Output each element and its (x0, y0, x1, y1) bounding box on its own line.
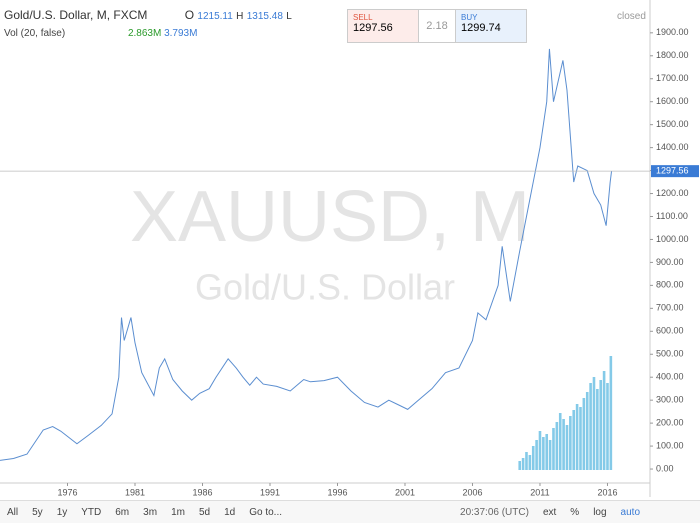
volume-bar (552, 428, 555, 470)
volume-bar (575, 404, 579, 470)
option-button[interactable]: % (570, 507, 580, 518)
range-button[interactable]: 6m (115, 507, 130, 518)
range-button[interactable]: 1d (224, 507, 236, 518)
spread: 2.18 (418, 9, 456, 43)
x-tick-label: 2006 (462, 487, 482, 497)
buy-label: BUY (461, 13, 478, 22)
volume-bar (518, 461, 522, 470)
y-tick-label: 900.00 (656, 257, 684, 267)
volume-bar (565, 425, 569, 470)
last-price-label: 1297.56 (656, 166, 689, 176)
x-tick-label: 2001 (395, 487, 415, 497)
symbol-row: Gold/U.S. Dollar, M, FXCM O 1215.11 H 13… (4, 8, 292, 22)
volume-bar (562, 419, 565, 470)
volume-bar (525, 452, 528, 470)
sell-label: SELL (353, 13, 373, 22)
y-tick-label: 600.00 (656, 326, 684, 336)
y-tick-label: 1200.00 (656, 188, 689, 198)
volume-bar (602, 371, 606, 470)
range-button[interactable]: 5y (32, 507, 43, 518)
volume-bar (531, 446, 535, 470)
volume: 2.863M (127, 28, 162, 39)
volume-ma: 3.793M (164, 28, 198, 39)
y-tick-label: 1100.00 (656, 211, 688, 221)
range-button[interactable]: 5d (198, 507, 211, 518)
y-tick-label: 1800.00 (656, 50, 689, 60)
y-tick-label: 200.00 (656, 417, 684, 427)
volume-bar (542, 437, 545, 470)
option-button[interactable]: ext (542, 507, 557, 518)
volume-bar (585, 392, 589, 470)
volume-bar (582, 398, 586, 470)
x-tick-label: 2016 (597, 487, 617, 497)
range-button[interactable]: All (7, 507, 19, 518)
volume-bar (569, 416, 572, 470)
y-tick-label: 700.00 (656, 303, 684, 313)
y-tick-label: 0.00 (656, 463, 674, 473)
y-tick-label: 1700.00 (656, 73, 689, 83)
buy-price: 1299.74 (461, 22, 501, 34)
volume-bar (609, 356, 613, 470)
x-tick-label: 1981 (125, 487, 145, 497)
volume-row: Vol (20, false) 2.863M 3.793M (4, 28, 197, 39)
y-tick-label: 400.00 (656, 372, 684, 382)
x-tick-label: 1976 (57, 487, 77, 497)
volume-bar (548, 440, 552, 470)
x-tick-label: 2011 (530, 487, 549, 497)
volume-bar (592, 377, 596, 470)
volume-bar (572, 410, 576, 470)
volume-bar (589, 383, 592, 470)
range-button[interactable]: 1y (56, 507, 68, 518)
volume-bar (558, 413, 562, 470)
y-tick-label: 300.00 (656, 395, 684, 405)
y-tick-label: 1600.00 (656, 96, 689, 106)
last-price-badge (651, 165, 699, 178)
volume-bar (555, 422, 559, 470)
y-tick-label: 1000.00 (656, 234, 689, 244)
toolbar: All 5y 1y YTD 6m 3m 1m 5d 1d Go to... 20:37:06 (UT… (0, 500, 700, 523)
y-tick-label: 100.00 (656, 440, 684, 450)
y-tick-label: 500.00 (656, 349, 684, 359)
buy-button[interactable]: BUY 1299.74 (455, 9, 527, 43)
high-label: H (236, 11, 244, 22)
high: 1315.48 (246, 11, 283, 22)
volume-bar (579, 407, 582, 470)
watermark-description: Gold/U.S. Dollar (195, 267, 455, 308)
range-button[interactable]: 3m (143, 507, 158, 518)
sell-price: 1297.56 (353, 22, 393, 34)
volume-bar (596, 389, 599, 470)
low-label: L (286, 11, 292, 22)
price-line (0, 48, 613, 461)
symbol[interactable]: Gold/U.S. Dollar, M, FXCM (4, 8, 148, 22)
volume-bar (538, 431, 542, 470)
volume-bar (535, 440, 538, 470)
volume-bar (606, 383, 609, 470)
chart: XAUUSD, M Gold/U.S. Dollar 0.00 100.00 200… (0, 0, 699, 497)
option-button[interactable]: log (593, 507, 607, 518)
y-tick-label: 1400.00 (656, 142, 689, 152)
volume-bar (521, 458, 525, 470)
clock: 20:37:06 (UTC) (460, 507, 529, 518)
x-tick-label: 1996 (327, 487, 347, 497)
x-tick-label: 1991 (260, 487, 280, 497)
y-tick-label: 1900.00 (656, 27, 689, 37)
x-tick-label: 1986 (192, 487, 212, 497)
open: 1215.11 (197, 11, 233, 22)
y-tick-label: 800.00 (656, 280, 684, 290)
goto-button[interactable]: Go to... (249, 507, 283, 518)
market-status: closed (617, 11, 646, 22)
option-button[interactable]: auto (620, 507, 641, 518)
volume-bar (599, 380, 603, 470)
volume-bar (528, 455, 532, 470)
volume-bar (545, 434, 549, 470)
y-tick-label: 1500.00 (656, 119, 689, 129)
sell-button[interactable]: SELL 1297.56 (347, 9, 419, 43)
watermark-ticker: XAUUSD, M (130, 177, 530, 257)
volume-label[interactable]: Vol (20, false) (4, 28, 66, 39)
range-button[interactable]: 1m (171, 507, 185, 518)
open-label: O (184, 8, 195, 22)
range-button[interactable]: YTD (81, 507, 102, 518)
